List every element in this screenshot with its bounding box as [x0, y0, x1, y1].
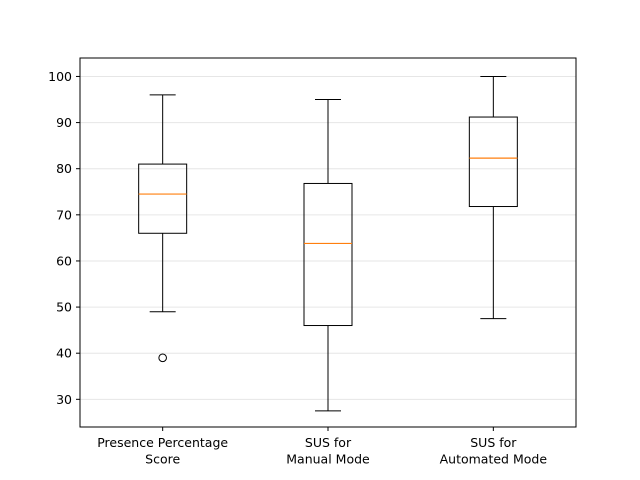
box-group — [138, 94, 188, 363]
box-group — [303, 99, 353, 412]
outlier-point — [158, 353, 167, 363]
axes: 30 40 50 60 70 80 90 100 Presence Percentage Scor… — [48, 69, 547, 467]
box-iqr — [303, 182, 353, 327]
box-iqr — [138, 163, 188, 234]
box-series — [138, 75, 518, 412]
x-tick-label-line: Presence Percentage — [97, 435, 228, 450]
y-tick-label: 40 — [56, 346, 72, 361]
y-tick-label: 50 — [56, 300, 72, 315]
x-tick-label-line: SUS for — [470, 435, 517, 450]
y-tick-label: 30 — [56, 392, 72, 407]
x-tick-label: SUS for Automated Mode — [440, 435, 548, 467]
x-tick-label: SUS for Manual Mode — [286, 435, 370, 467]
x-tick-label-line: Score — [145, 452, 180, 467]
x-tick-label-line: Automated Mode — [440, 452, 548, 467]
x-tick-label-line: SUS for — [305, 435, 352, 450]
y-tick-label: 100 — [48, 69, 72, 84]
y-tick-label: 80 — [56, 161, 72, 176]
box-iqr — [468, 116, 518, 208]
x-tick-label: Presence Percentage Score — [97, 435, 228, 467]
x-tick-label-line: Manual Mode — [286, 452, 370, 467]
y-tick-label: 60 — [56, 253, 72, 268]
y-tick-label: 70 — [56, 207, 72, 222]
box-group — [468, 75, 518, 320]
y-tick-label: 90 — [56, 115, 72, 130]
